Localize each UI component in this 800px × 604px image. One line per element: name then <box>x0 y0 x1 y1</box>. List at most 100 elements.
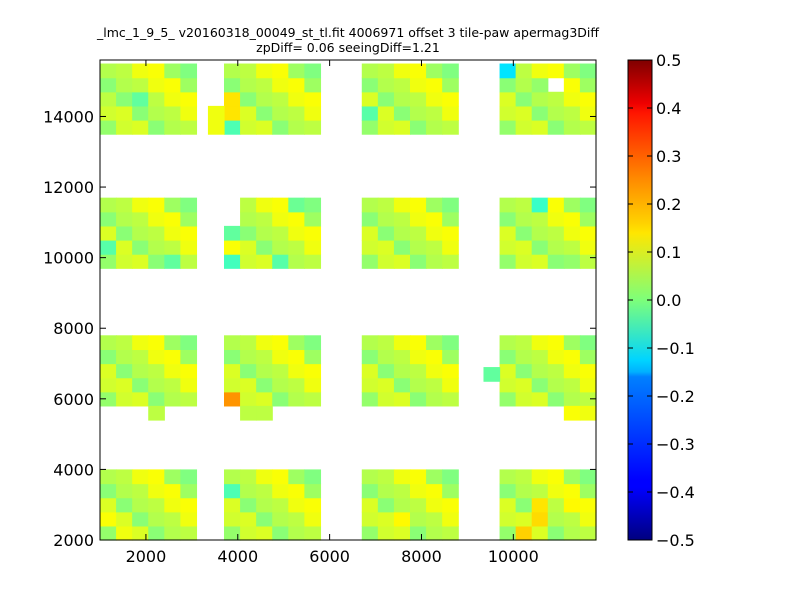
heatmap-cell <box>240 105 257 121</box>
heatmap-cell <box>547 225 565 241</box>
heatmap-cell <box>547 63 565 79</box>
heatmap-cell <box>410 377 427 393</box>
heatmap-cell <box>547 469 565 485</box>
heatmap-cell <box>361 335 379 351</box>
heatmap-cell <box>547 105 565 121</box>
heatmap-cell <box>304 254 322 269</box>
heatmap-cell <box>361 120 379 135</box>
heatmap-cell <box>361 391 379 407</box>
heatmap-cell <box>442 240 459 255</box>
heatmap-cell <box>304 377 322 393</box>
heatmap-cell <box>442 120 459 135</box>
heatmap-cell <box>180 197 198 213</box>
heatmap-cell <box>579 469 597 485</box>
heatmap-cell <box>272 335 289 351</box>
heatmap-cell <box>393 391 411 407</box>
heatmap-cell <box>288 377 305 393</box>
heatmap-cell <box>563 377 581 393</box>
heatmap-cell <box>377 105 395 121</box>
heatmap-cell <box>240 77 257 93</box>
heatmap-cell <box>547 197 565 213</box>
heatmap-cell <box>361 197 379 213</box>
heatmap-cell <box>531 335 549 351</box>
heatmap-cell <box>410 105 427 121</box>
x-tick-label: 6000 <box>309 547 350 566</box>
heatmap-cell <box>426 483 443 499</box>
heatmap-cell <box>180 335 198 351</box>
heatmap-cell <box>132 240 149 255</box>
heatmap-cell <box>426 377 443 393</box>
heatmap-cell <box>426 391 443 407</box>
heatmap-cell <box>100 120 117 135</box>
heatmap-cell <box>442 525 459 541</box>
heatmap-cell <box>563 91 581 107</box>
heatmap-cell <box>180 511 198 527</box>
heatmap-cell <box>579 211 597 227</box>
heatmap-cell <box>377 511 395 527</box>
heatmap-cell <box>224 511 241 527</box>
heatmap-cell <box>499 63 517 79</box>
heatmap-cell <box>224 91 241 107</box>
heatmap-cell <box>272 77 289 93</box>
heatmap-cell <box>224 391 241 407</box>
heatmap-cell <box>410 91 427 107</box>
heatmap-cell <box>164 525 181 541</box>
heatmap-cell <box>547 363 565 379</box>
x-axis: 2000 4000 6000 8000 10000 <box>126 60 539 566</box>
heatmap-cell <box>100 525 117 541</box>
heatmap-cell <box>288 197 305 213</box>
heatmap-cell <box>426 363 443 379</box>
colorbar-tick-label: −0.3 <box>656 435 695 454</box>
heatmap-cell <box>180 525 198 541</box>
heatmap-cell <box>148 240 165 255</box>
heatmap-cell <box>361 77 379 93</box>
heatmap-cell <box>224 225 241 241</box>
heatmap-cell <box>272 254 289 269</box>
heatmap-cell <box>132 211 149 227</box>
heatmap-cell <box>393 77 411 93</box>
heatmap-cell <box>304 497 322 513</box>
heatmap-cell <box>499 91 517 107</box>
heatmap-cell <box>272 377 289 393</box>
heatmap-cell <box>256 497 273 513</box>
heatmap-cell <box>377 469 395 485</box>
heatmap-cell <box>563 483 581 499</box>
heatmap-cell <box>304 363 322 379</box>
heatmap-cell <box>116 525 133 541</box>
heatmap-cell <box>116 77 133 93</box>
heatmap-cell <box>499 120 517 135</box>
heatmap-cell <box>515 91 533 107</box>
heatmap-cell <box>426 511 443 527</box>
heatmap-cell <box>256 254 273 269</box>
heatmap-cell <box>393 335 411 351</box>
heatmap-cell <box>164 335 181 351</box>
heatmap-cell <box>426 63 443 79</box>
heatmap-cell <box>442 391 459 407</box>
heatmap-cell <box>304 240 322 255</box>
heatmap-cell <box>410 240 427 255</box>
heatmap-cell <box>180 349 198 365</box>
heatmap-cell <box>515 225 533 241</box>
heatmap-cell <box>272 91 289 107</box>
heatmap-cell <box>180 105 198 121</box>
heatmap-cell <box>164 197 181 213</box>
heatmap-cell <box>100 105 117 121</box>
heatmap-cell <box>304 63 322 79</box>
heatmap-cell <box>499 363 517 379</box>
heatmap-cell <box>377 77 395 93</box>
heatmap-cell <box>116 254 133 269</box>
heatmap-cell <box>100 377 117 393</box>
heatmap-cell <box>377 525 395 541</box>
heatmap-cell <box>531 211 549 227</box>
heatmap-cell <box>361 469 379 485</box>
y-tick-label: 4000 <box>53 460 94 479</box>
heatmap-cell <box>272 197 289 213</box>
heatmap-cell <box>563 469 581 485</box>
heatmap-cell <box>515 197 533 213</box>
heatmap-cell <box>116 335 133 351</box>
heatmap-cell <box>272 105 289 121</box>
heatmap-cell <box>426 525 443 541</box>
colorbar-tick-label: 0.0 <box>656 291 681 310</box>
heatmap-cell <box>272 511 289 527</box>
heatmap-cell <box>563 63 581 79</box>
